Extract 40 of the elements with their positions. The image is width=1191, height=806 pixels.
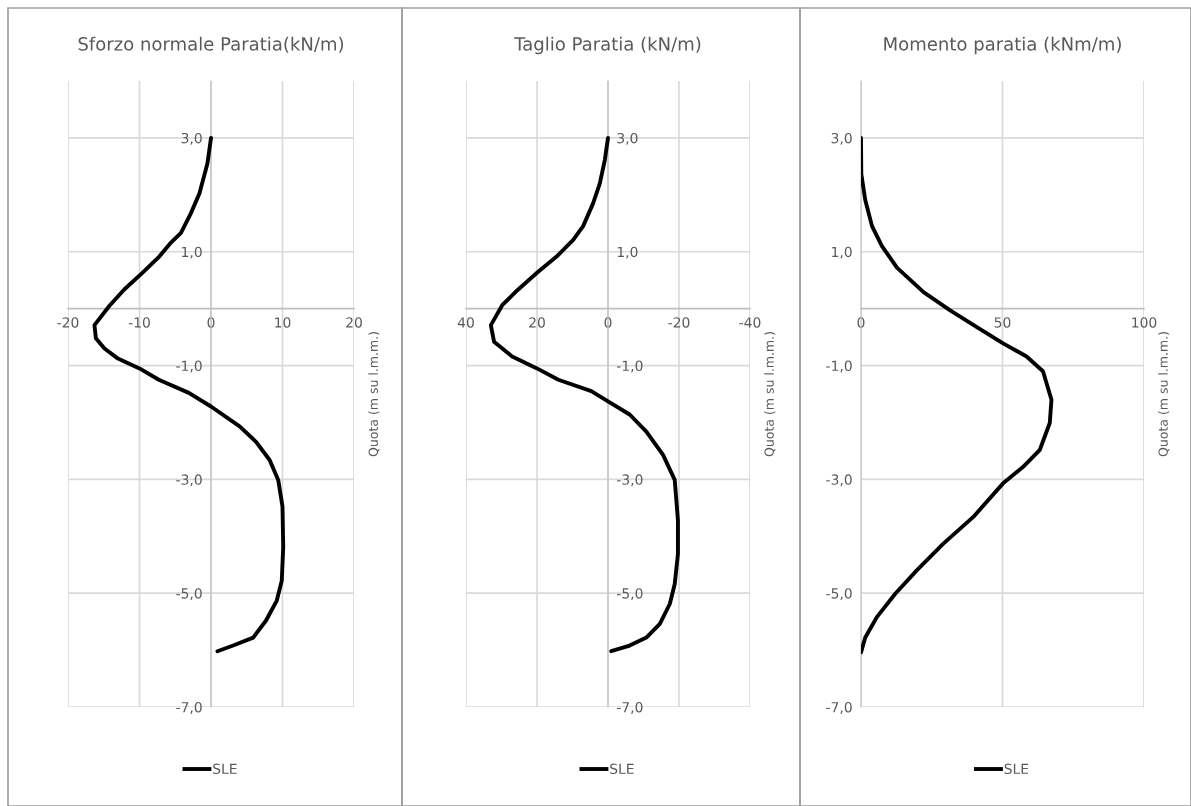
- x-tick-label: -20: [668, 317, 690, 328]
- x-tick-label: -10: [128, 317, 150, 328]
- y-tick-label: -1,0: [826, 360, 852, 373]
- x-tick-label: 0: [604, 317, 612, 328]
- y-tick-label: 1,0: [617, 246, 638, 259]
- x-tick-label: -20: [57, 317, 79, 328]
- y-tick-label: -3,0: [617, 474, 643, 487]
- y-tick-label: 1,0: [832, 246, 852, 259]
- x-tick-label: 10: [275, 317, 291, 328]
- y-axis-title: Quota (m su l.m.m.): [1158, 332, 1170, 457]
- y-tick-label: -5,0: [617, 588, 643, 601]
- y-axis-title: Quota (m su l.m.m.): [764, 332, 776, 457]
- y-tick-label: -5,0: [826, 588, 852, 601]
- y-tick-label: -7,0: [176, 701, 202, 714]
- y-tick-label: -7,0: [617, 701, 643, 714]
- x-tick-label: -40: [739, 317, 761, 328]
- x-tick-label: 20: [346, 317, 362, 328]
- chart-title: Sforzo normale Paratia(kN/m): [78, 36, 344, 53]
- y-tick-label: -1,0: [176, 360, 202, 373]
- legend-label: SLE: [1004, 763, 1029, 775]
- y-tick-label: -5,0: [176, 588, 202, 601]
- y-tick-label: 3,0: [831, 132, 852, 145]
- y-tick-label: -3,0: [176, 474, 202, 487]
- chart-title: Taglio Paratia (kN/m): [514, 36, 701, 55]
- y-tick-label: 3,0: [181, 132, 202, 145]
- x-tick-label: 0: [207, 317, 215, 328]
- y-tick-label: -1,0: [617, 360, 643, 373]
- y-axis-title: Quota (m su l.m.m.): [368, 332, 380, 457]
- chart-title: Momento paratia (kNm/m): [884, 36, 1121, 55]
- y-tick-label: 1,0: [182, 246, 202, 259]
- x-tick-label: 100: [1132, 317, 1157, 328]
- legend-label: SLE: [610, 763, 634, 775]
- x-tick-label: 0: [857, 317, 865, 328]
- x-tick-label: 20: [529, 317, 545, 328]
- y-tick-label: 3,0: [617, 132, 638, 145]
- y-tick-label: -7,0: [826, 701, 852, 714]
- legend-label: SLE: [213, 763, 237, 775]
- y-tick-label: -3,0: [826, 474, 852, 487]
- x-tick-label: 50: [994, 317, 1011, 328]
- x-tick-label: 40: [457, 317, 474, 328]
